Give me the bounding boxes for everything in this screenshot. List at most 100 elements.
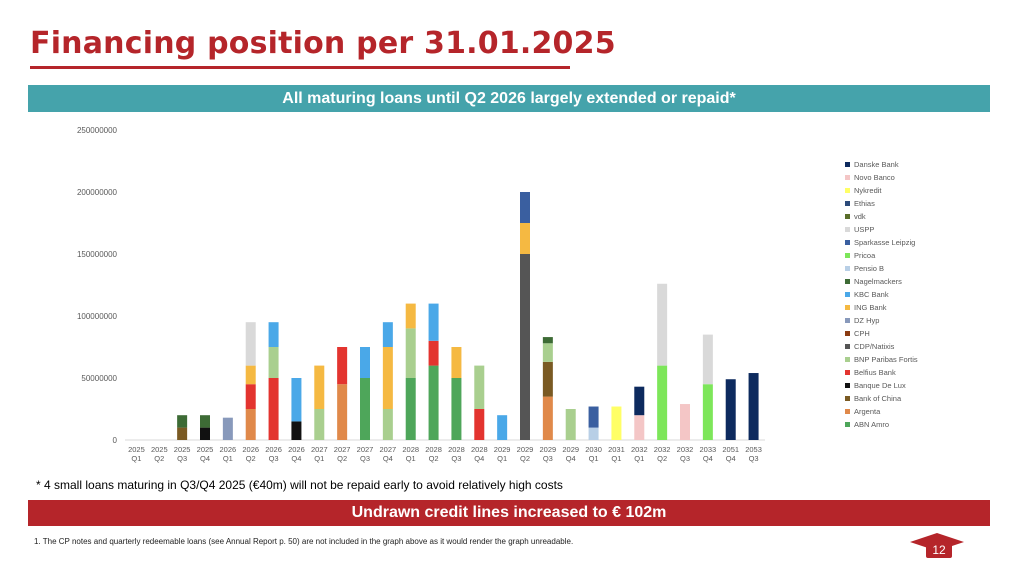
bar-segment	[200, 415, 210, 428]
bar-segment	[634, 386, 645, 416]
bar-segment	[520, 254, 530, 440]
bar-segment	[520, 223, 530, 254]
legend-swatch	[845, 422, 850, 427]
x-tick-year: 2029	[562, 445, 579, 454]
bar-segment	[200, 427, 210, 440]
bar-segment	[588, 406, 599, 428]
x-tick-quarter: Q4	[474, 454, 484, 463]
x-tick-year: 2027	[380, 445, 397, 454]
legend-label: Nykredit	[854, 186, 882, 195]
x-tick-quarter: Q3	[451, 454, 461, 463]
legend-swatch	[845, 396, 850, 401]
x-tick-quarter: Q2	[520, 454, 530, 463]
bar-segment	[314, 409, 325, 440]
legend-label: ABN Amro	[854, 420, 889, 429]
legend-label: Belfius Bank	[854, 368, 896, 377]
bar-segment	[702, 384, 713, 440]
bar-segment	[657, 365, 668, 440]
bar-segment	[542, 396, 553, 440]
legend-label: Danske Bank	[854, 160, 899, 169]
x-tick-quarter: Q4	[200, 454, 210, 463]
x-tick-quarter: Q2	[154, 454, 164, 463]
bar-segment	[268, 347, 279, 378]
bar-segment	[245, 322, 256, 366]
y-tick-label: 150000000	[77, 250, 118, 259]
x-tick-quarter: Q4	[291, 454, 301, 463]
x-tick-quarter: Q1	[611, 454, 621, 463]
x-tick-year: 2032	[654, 445, 671, 454]
legend-label: Ethias	[854, 199, 875, 208]
x-tick-year: 2025	[151, 445, 168, 454]
x-tick-quarter: Q3	[543, 454, 553, 463]
x-tick-quarter: Q1	[634, 454, 644, 463]
title-underline	[30, 66, 570, 69]
bar-segment	[702, 334, 713, 385]
x-tick-quarter: Q3	[269, 454, 279, 463]
legend-swatch	[845, 175, 850, 180]
star-footnote: * 4 small loans maturing in Q3/Q4 2025 (…	[36, 478, 563, 492]
x-tick-year: 2032	[677, 445, 694, 454]
subtitle-banner: All maturing loans until Q2 2026 largely…	[28, 85, 990, 112]
x-tick-year: 2053	[745, 445, 762, 454]
legend-label: vdk	[854, 212, 866, 221]
bar-segment	[245, 409, 256, 440]
x-tick-quarter: Q1	[314, 454, 324, 463]
footnote-1: 1. The CP notes and quarterly redeemable…	[34, 537, 574, 546]
x-tick-quarter: Q4	[703, 454, 713, 463]
legend-label: Banque De Lux	[854, 381, 906, 390]
legend-swatch	[845, 162, 850, 167]
bar-segment	[451, 347, 462, 378]
bar-segment	[680, 404, 690, 440]
bar-segment	[565, 409, 576, 440]
legend-label: USPP	[854, 225, 874, 234]
x-tick-year: 2027	[357, 445, 374, 454]
y-tick-label: 100000000	[77, 312, 118, 321]
legend-swatch	[845, 383, 850, 388]
y-tick-label: 250000000	[77, 126, 118, 135]
x-tick-year: 2031	[608, 445, 625, 454]
bar-segment	[291, 421, 302, 440]
bar-segment	[268, 322, 279, 347]
legend-swatch	[845, 214, 850, 219]
bar-segment	[497, 415, 508, 440]
legend-swatch	[845, 266, 850, 271]
bar-segment	[428, 303, 439, 341]
x-tick-year: 2028	[425, 445, 442, 454]
legend-label: Novo Banco	[854, 173, 895, 182]
x-tick-quarter: Q1	[131, 454, 141, 463]
x-tick-quarter: Q3	[749, 454, 759, 463]
bar-segment	[542, 337, 553, 344]
x-tick-quarter: Q1	[223, 454, 233, 463]
y-tick-label: 50000000	[81, 374, 117, 383]
bar-segment	[245, 384, 256, 409]
x-tick-year: 2028	[402, 445, 419, 454]
legend-label: Pricoa	[854, 251, 876, 260]
bar-segment	[451, 378, 462, 440]
bar-segment	[520, 192, 530, 223]
bar-segment	[428, 365, 439, 440]
bar-segment	[382, 409, 393, 440]
chart-svg: 0 50000000 100000000 150000000 200000000 2500…	[77, 126, 918, 463]
x-tick-year: 2029	[540, 445, 557, 454]
page-title: Financing position per 31.01.2025	[30, 26, 616, 61]
legend-label: Sparkasse Leipzig	[854, 238, 915, 247]
legend-swatch	[845, 344, 850, 349]
legend-swatch	[845, 318, 850, 323]
bar-segment	[725, 379, 736, 440]
x-tick-year: 2029	[494, 445, 511, 454]
x-tick-year: 2032	[631, 445, 648, 454]
legend-swatch	[845, 409, 850, 414]
bar-segment	[222, 417, 233, 440]
x-tick-year: 2026	[265, 445, 282, 454]
bar-segment	[428, 340, 439, 366]
legend-swatch	[845, 188, 850, 193]
bar-segment	[177, 415, 188, 428]
x-tick-quarter: Q4	[726, 454, 736, 463]
legend-label: KBC Bank	[854, 290, 889, 299]
stacked-bar-chart: 0 50000000 100000000 150000000 200000000 2500…	[60, 115, 980, 475]
credit-lines-banner: Undrawn credit lines increased to € 102m	[28, 500, 990, 526]
bar-segment	[177, 427, 188, 440]
legend-swatch	[845, 305, 850, 310]
x-tick-year: 2028	[448, 445, 465, 454]
bar-segment	[337, 384, 348, 440]
